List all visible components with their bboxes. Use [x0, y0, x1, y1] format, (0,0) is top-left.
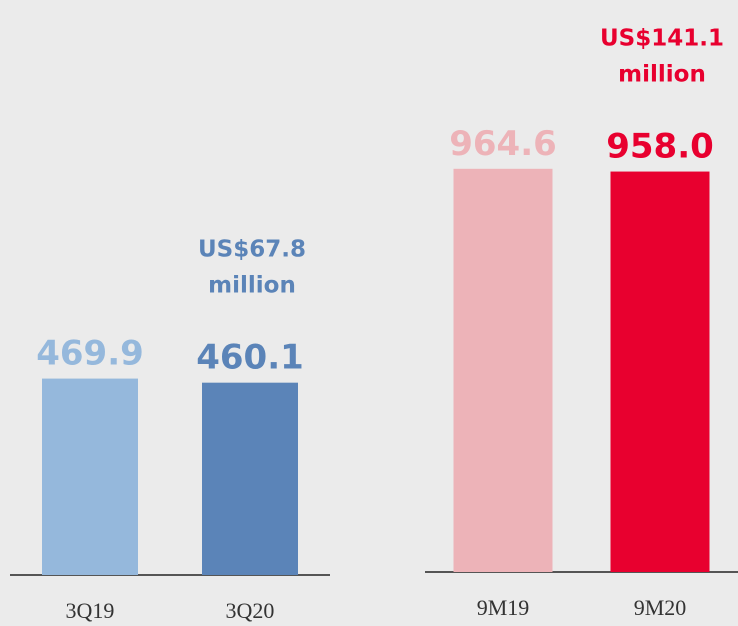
- annotation: US$141.1: [600, 26, 724, 52]
- value-label: 460.1: [196, 338, 304, 378]
- x-tick-label: 3Q19: [66, 598, 115, 623]
- bar: [202, 382, 298, 575]
- bar: [42, 378, 138, 575]
- x-tick-label: 3Q20: [226, 598, 275, 623]
- bar: [453, 168, 553, 573]
- annotation: million: [618, 62, 706, 88]
- value-label: 964.6: [449, 124, 557, 164]
- value-label: 469.9: [36, 334, 144, 374]
- annotation: million: [208, 273, 296, 299]
- value-label: 958.0: [606, 127, 714, 167]
- x-tick-label: 9M19: [477, 595, 530, 620]
- bar: [610, 171, 710, 572]
- annotation: US$67.8: [198, 237, 306, 263]
- x-tick-label: 9M20: [634, 595, 687, 620]
